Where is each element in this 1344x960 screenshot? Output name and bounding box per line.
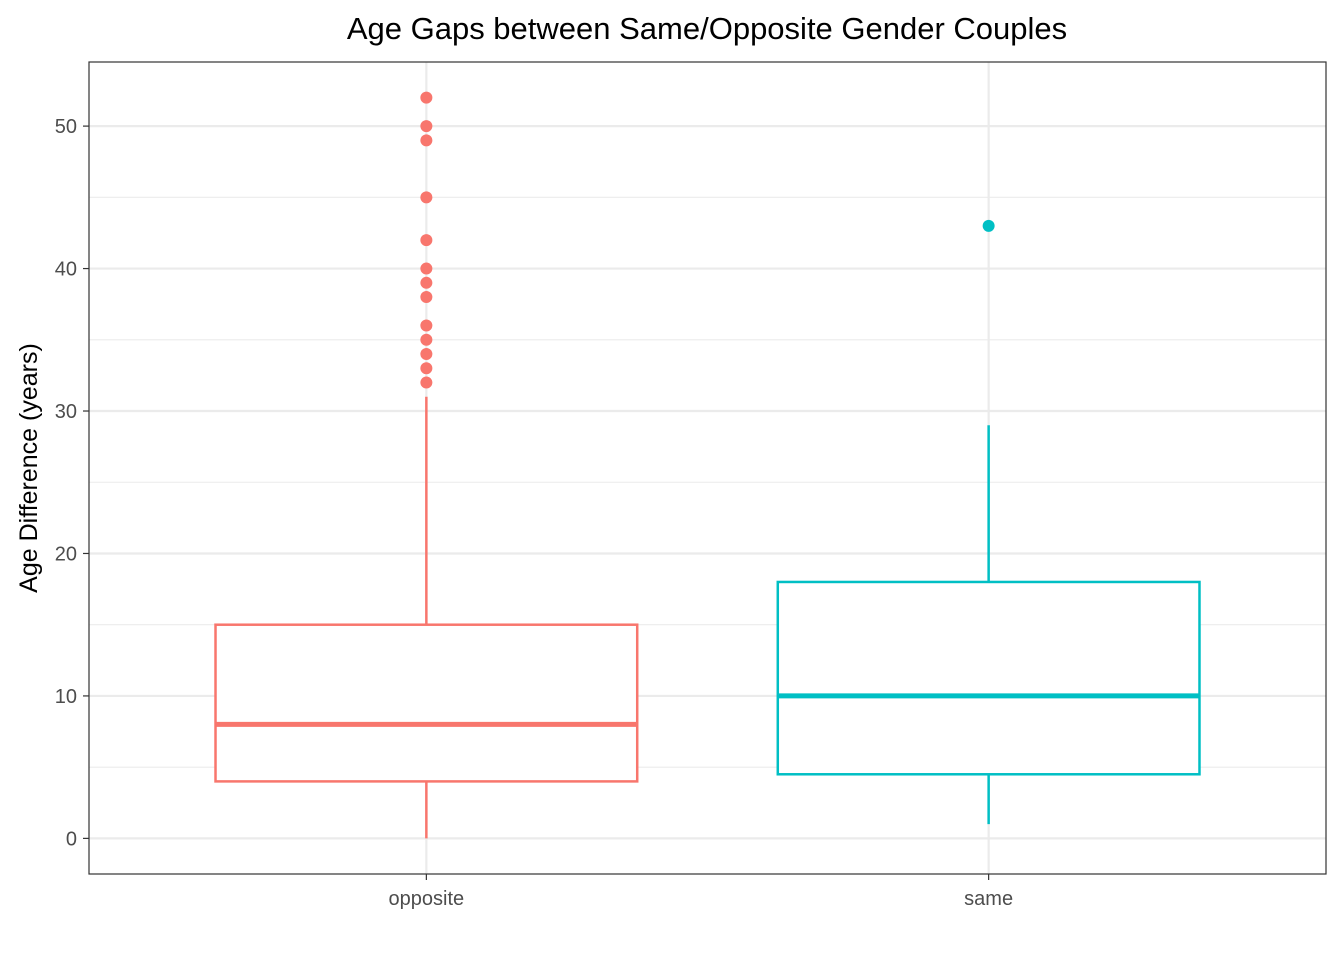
- chart-title: Age Gaps between Same/Opposite Gender Co…: [347, 11, 1067, 46]
- outlier-point: [982, 219, 995, 232]
- outlier-point: [420, 348, 433, 361]
- box-opposite: [214, 91, 639, 839]
- y-axis-title: Age Difference (years): [15, 343, 43, 593]
- box-series: [214, 91, 1201, 839]
- outlier-point: [420, 120, 433, 133]
- box-same: [776, 219, 1201, 825]
- y-tick-label: 50: [55, 116, 77, 138]
- iqr-box: [776, 580, 1201, 776]
- outlier-point: [420, 234, 433, 247]
- outlier-point: [420, 319, 433, 332]
- outlier-point: [420, 362, 433, 375]
- y-axis-ticks: 0 10 20 30 40 50: [55, 116, 89, 850]
- iqr-box: [214, 623, 639, 783]
- outlier-point: [420, 376, 433, 389]
- y-tick-label: 30: [55, 401, 77, 423]
- outlier-point: [420, 291, 433, 304]
- x-tick-label: opposite: [389, 888, 465, 910]
- y-tick-label: 20: [55, 543, 77, 565]
- outlier-point: [420, 91, 433, 104]
- y-tick-label: 40: [55, 259, 77, 281]
- x-tick-label: same: [964, 888, 1013, 910]
- x-axis-ticks: opposite same: [389, 874, 1013, 910]
- outlier-point: [420, 191, 433, 204]
- outlier-point: [420, 134, 433, 147]
- y-tick-label: 0: [66, 828, 77, 850]
- y-tick-label: 10: [55, 686, 77, 708]
- outlier-point: [420, 262, 433, 275]
- outlier-point: [420, 333, 433, 346]
- outlier-point: [420, 276, 433, 289]
- panel-border: [88, 61, 1327, 875]
